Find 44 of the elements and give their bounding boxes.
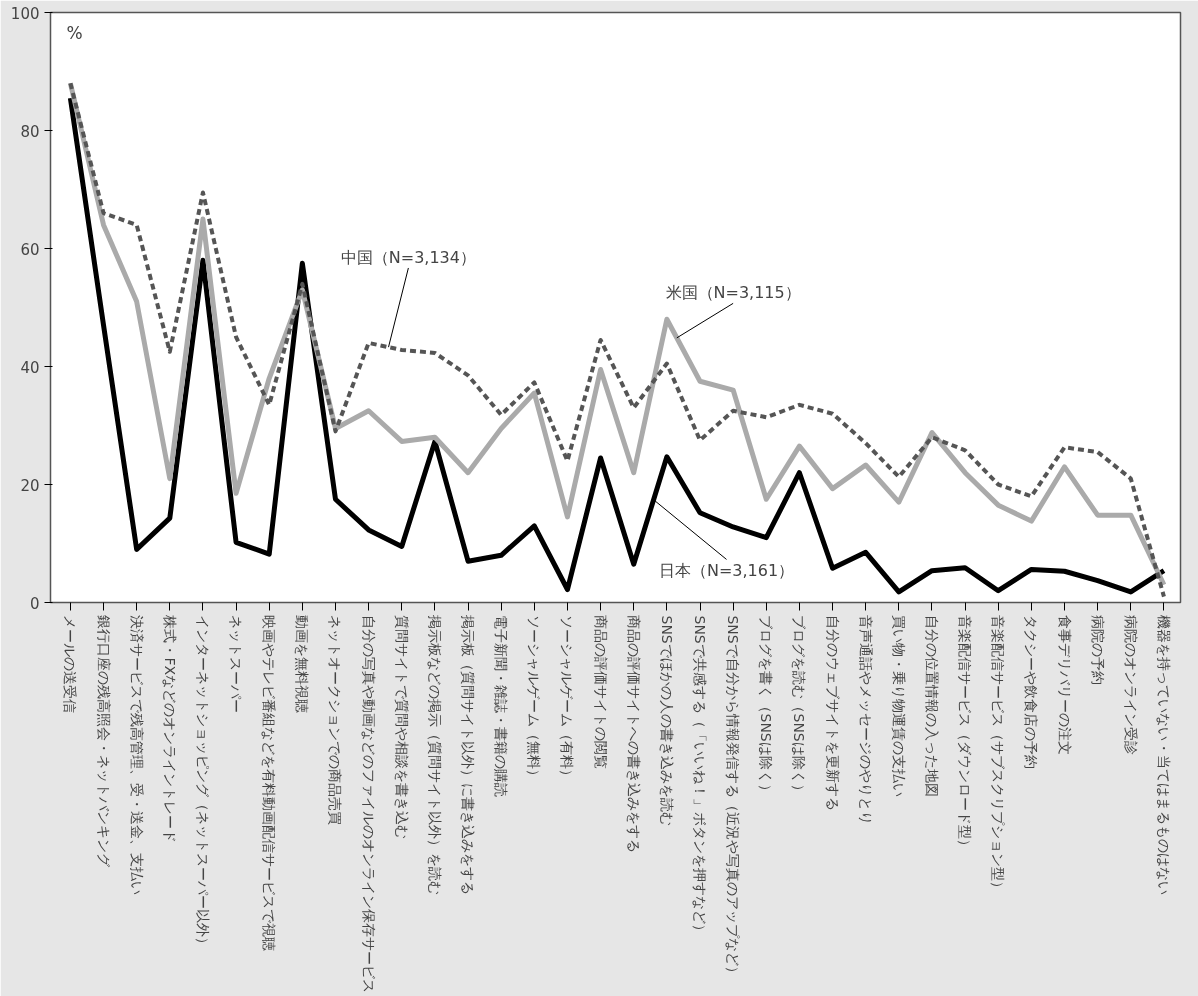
x-tick-label: 機器を持っていない・当てはまるものはない — [1155, 615, 1172, 896]
x-tick-label: SNSで自分から情報発信する（近況や写真のアップなど） — [725, 615, 742, 980]
x-tick-label: 自分の位置情報の入った地図 — [923, 615, 940, 798]
x-tick-label: ネットオークションでの商品売買 — [327, 615, 344, 826]
x-tick-label: 銀行口座の残高照会・ネットバンキング — [95, 615, 112, 869]
x-tick-label: 掲示板（質問サイト以外）に書き込みをする — [460, 615, 477, 896]
x-tick-label: ブログを読む（SNSは除く） — [791, 615, 808, 798]
x-tick-label: 買い物・乗り物運賃の支払い — [890, 615, 907, 798]
x-tick-label: 商品の評価サイトへの書き込みをする — [625, 615, 642, 854]
x-tick-label: ソーシャルゲーム（無料） — [526, 615, 543, 784]
x-tick-label: タクシーや飲食店の予約 — [1023, 615, 1040, 770]
x-tick-label: ソーシャルゲーム（有料） — [559, 615, 576, 784]
y-tick-label: 100 — [10, 4, 40, 23]
x-tick-label: 食事デリバリーの注文 — [1056, 615, 1073, 756]
x-tick-label: 電子新聞・雑誌・書籍の購読 — [493, 615, 510, 798]
x-tick-label: 掲示板などの掲示（質問サイト以外）を読む — [426, 615, 443, 896]
x-tick-label: 音楽配信サービス（サブスクリプション型） — [990, 615, 1007, 896]
x-tick-label: 自分の写真や動画などのファイルのオンライン保存サービス — [360, 615, 377, 994]
x-tick-label: 商品の評価サイトの閲覧 — [592, 615, 609, 770]
x-tick-label: メールの送受信 — [62, 615, 79, 714]
y-tick-label: 20 — [20, 476, 40, 495]
x-tick-label: 映画やテレビ番組などを有料動画配信サービスで視聴 — [261, 615, 278, 952]
x-tick-label: 株式・FXなどのオンライントレード — [161, 614, 178, 844]
series-label: 米国（N=3,115） — [665, 283, 801, 303]
y-tick-label: 0 — [29, 594, 40, 613]
x-tick-label: 病院のオンライン受診 — [1122, 615, 1139, 756]
y-axis-title: % — [66, 23, 83, 44]
x-tick-label: 自分のウェブサイトを更新する — [824, 615, 841, 812]
series-label: 日本（N=3,161） — [658, 560, 795, 580]
x-tick-label: SNSで共感する（「いいね！」ボタンを押すなど） — [692, 615, 708, 938]
x-tick-label: 音声通話やメッセージのやりとり — [857, 615, 874, 826]
x-tick-label: インターネットショッピング（ネットスーパー以外） — [194, 615, 211, 952]
y-tick-label: 80 — [20, 122, 40, 141]
x-tick-label: ネットスーパー — [228, 615, 245, 714]
x-tick-label: 質問サイトで質問や相談を書き込む — [393, 615, 410, 840]
x-tick-label: 病院の予約 — [1089, 615, 1106, 686]
x-tick-label: 決済サービスで残高管理、受・送金、支払い — [128, 615, 145, 896]
text: 中国（N=3,134） — [340, 247, 476, 267]
x-tick-label: 音楽配信サービス（ダウンロード型） — [957, 615, 974, 854]
x-tick-label: ブログを書く（SNSは除く） — [758, 615, 775, 798]
y-tick-label: 60 — [20, 240, 40, 259]
x-tick-label: SNSでほかの人の書き込みを読む — [658, 615, 675, 826]
x-tick-label: 動画を無料視聴 — [294, 615, 311, 714]
y-tick-label: 40 — [20, 358, 40, 377]
